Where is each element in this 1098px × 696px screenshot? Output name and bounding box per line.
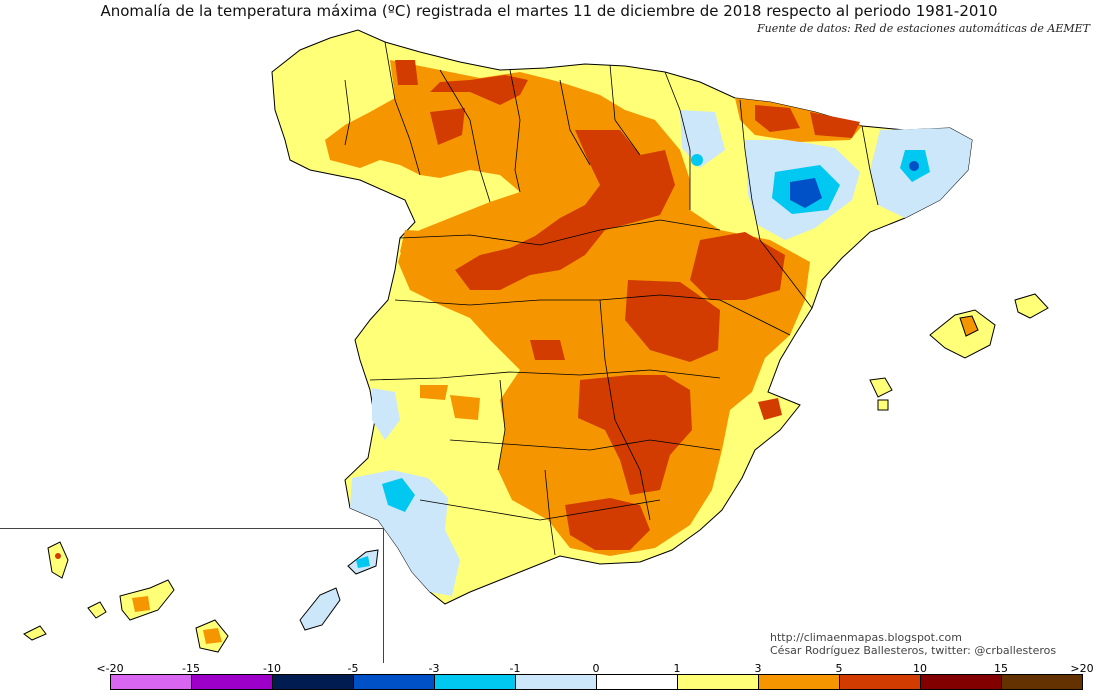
legend-tick-label: 3 — [754, 662, 762, 675]
data-source-note: Fuente de datos: Red de estaciones autom… — [757, 22, 1090, 35]
legend-swatch — [273, 675, 354, 689]
blog-url: http://climaenmapas.blogspot.com — [770, 631, 962, 644]
author-credit: César Rodríguez Ballesteros, twitter: @c… — [770, 644, 1057, 657]
legend-color-bar — [110, 674, 1083, 690]
credits: http://climaenmapas.blogspot.com César R… — [770, 631, 1056, 657]
legend-swatch — [678, 675, 759, 689]
legend-tick-label: >20 — [1070, 662, 1094, 675]
legend-swatch — [921, 675, 1002, 689]
legend-swatch — [597, 675, 678, 689]
legend-swatch — [759, 675, 840, 689]
canary-islands — [23, 541, 379, 653]
legend-tick-label: <-20 — [96, 662, 124, 675]
hot-anomaly-zones — [395, 60, 860, 550]
canary-inset-frame — [0, 528, 384, 663]
legend-tick-label: -1 — [509, 662, 521, 675]
legend-swatch — [354, 675, 435, 689]
province-borders — [344, 41, 879, 556]
strong-cold-cores — [790, 161, 919, 208]
legend-tick-label: -10 — [263, 662, 281, 675]
legend-tick-label: 10 — [913, 662, 927, 675]
legend-swatch — [1002, 675, 1082, 689]
legend-tick-label: 15 — [994, 662, 1008, 675]
legend-tick-label: -15 — [182, 662, 200, 675]
legend-tick-label: 1 — [673, 662, 681, 675]
legend-swatch — [192, 675, 273, 689]
legend-tick-label: 5 — [835, 662, 843, 675]
map-title: Anomalía de la temperatura máxima (ºC) r… — [100, 2, 998, 20]
legend-swatch — [435, 675, 516, 689]
legend-tick-label: -5 — [347, 662, 359, 675]
balearic-islands — [869, 293, 1049, 411]
legend-tick-label: 0 — [592, 662, 600, 675]
legend-swatch — [840, 675, 921, 689]
legend-swatch — [111, 675, 192, 689]
legend-swatch — [516, 675, 597, 689]
legend-tick-label: -3 — [428, 662, 440, 675]
